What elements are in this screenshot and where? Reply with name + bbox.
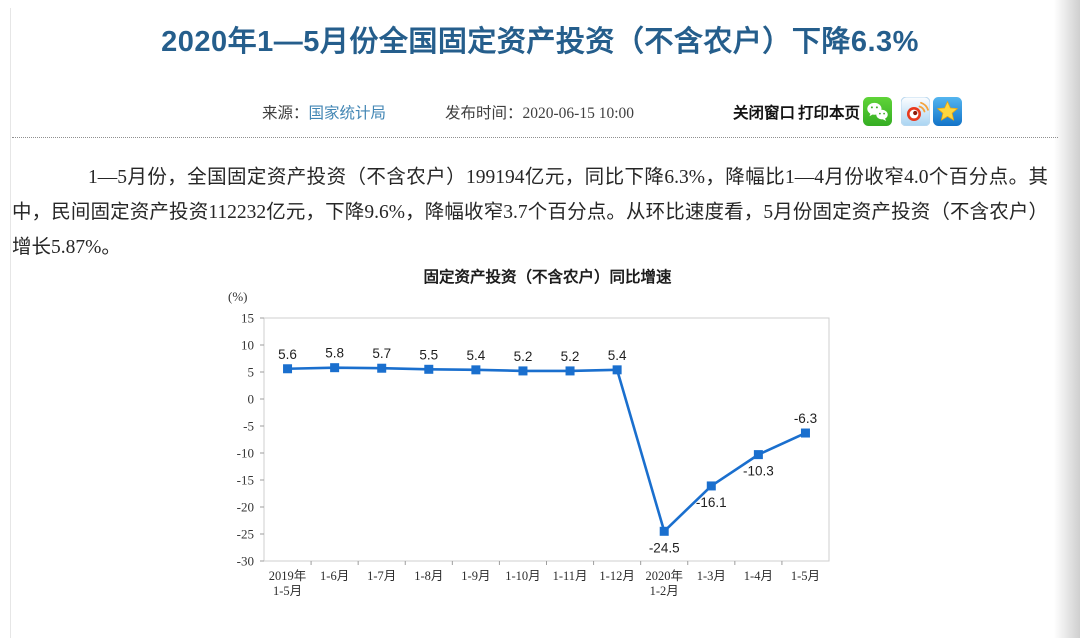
svg-text:1-10月: 1-10月 [505,569,540,583]
svg-text:5.2: 5.2 [561,349,580,364]
svg-text:-6.3: -6.3 [794,411,817,426]
article-paragraph: 1—5月份，全国固定资产投资（不含农户）199194亿元，同比下降6.3%，降幅… [12,167,1048,258]
svg-text:5.2: 5.2 [514,349,533,364]
source-row: 来源：国家统计局 [262,101,386,123]
svg-text:5.4: 5.4 [608,348,627,363]
svg-text:1-2月: 1-2月 [650,584,679,598]
share-wechat-button[interactable] [863,97,892,126]
page-right-shadow [1054,0,1080,638]
svg-text:1-12月: 1-12月 [599,569,634,583]
svg-text:1-4月: 1-4月 [744,569,773,583]
svg-text:-25: -25 [237,527,254,542]
wechat-icon [863,97,892,126]
investment-growth-chart: 固定资产投资（不含农户）同比增速 (%) 15 10 5 0 -5 -10 -15 -20 -25… [220,262,882,618]
close-window-button[interactable]: 关闭窗口 [733,105,796,122]
print-page-button[interactable]: 打印本页 [798,105,861,122]
svg-text:2020年: 2020年 [645,569,683,583]
header-separator [12,137,1058,138]
page-title: 2020年1—5月份全国固定资产投资（不含农户）下降6.3% [161,26,919,58]
svg-text:10: 10 [241,338,254,353]
publish-time: 2020-06-15 10:00 [522,105,635,122]
svg-text:-30: -30 [237,554,254,569]
weibo-icon [901,97,930,126]
chart-title: 固定资产投资（不含农户）同比增速 [423,269,672,286]
svg-text:-20: -20 [237,500,254,515]
svg-text:-24.5: -24.5 [649,540,680,555]
svg-text:(%): (%) [228,289,248,304]
svg-text:-15: -15 [237,473,254,488]
svg-text:15: 15 [241,311,254,326]
svg-text:0: 0 [248,392,255,407]
source-link[interactable]: 国家统计局 [308,105,387,122]
svg-text:-16.1: -16.1 [696,495,727,510]
svg-text:1-8月: 1-8月 [414,569,443,583]
svg-text:5.8: 5.8 [325,346,344,361]
svg-text:5.7: 5.7 [372,346,391,361]
share-weibo-button[interactable] [901,97,930,126]
source-label: 来源： [262,105,309,122]
svg-text:5.6: 5.6 [278,347,297,362]
svg-text:1-9月: 1-9月 [461,569,490,583]
svg-text:1-5月: 1-5月 [273,584,302,598]
svg-text:2019年: 2019年 [269,569,307,583]
svg-text:1-11月: 1-11月 [553,569,588,583]
svg-text:5: 5 [248,365,255,380]
page-left-border [10,8,11,638]
svg-text:5.5: 5.5 [419,347,438,362]
svg-text:-10.3: -10.3 [743,464,774,479]
svg-text:1-3月: 1-3月 [697,569,726,583]
svg-text:-5: -5 [243,419,254,434]
publish-label: 发布时间： [445,105,523,122]
svg-text:5.4: 5.4 [466,348,485,363]
qzone-icon [933,97,962,126]
svg-text:1-5月: 1-5月 [791,569,820,583]
share-qzone-button[interactable] [933,97,962,126]
svg-text:1-7月: 1-7月 [367,569,396,583]
publish-time-row: 发布时间：2020-06-15 10:00 [445,101,634,123]
svg-text:-10: -10 [237,446,254,461]
svg-text:1-6月: 1-6月 [320,569,349,583]
